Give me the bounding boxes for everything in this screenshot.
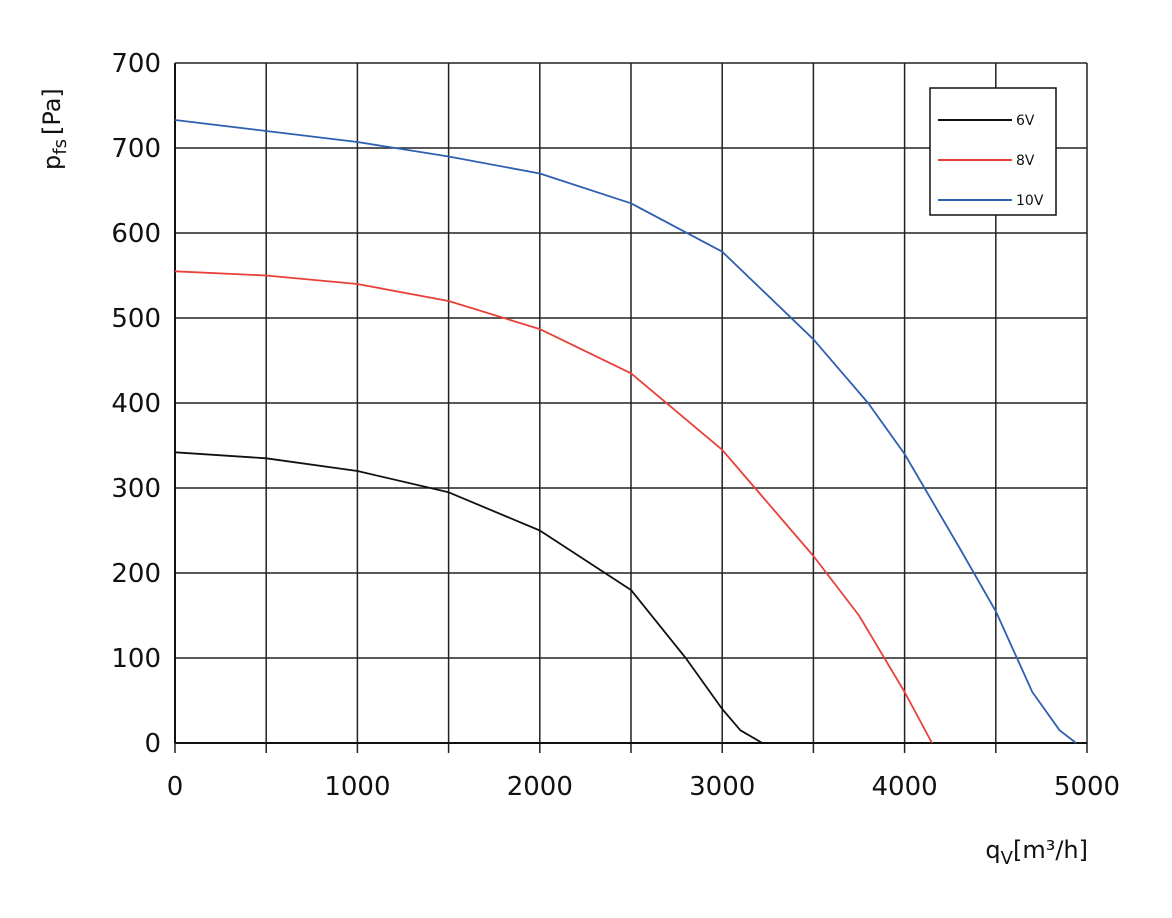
x-label-sub: V (1001, 848, 1014, 869)
y-tick-label: 300 (111, 474, 161, 504)
x-tick-label: 1000 (324, 772, 390, 802)
y-axis-label: pfs [Pa] (38, 88, 71, 170)
line-series (174, 119, 1077, 744)
y-tick-label: 600 (111, 219, 161, 249)
y-tick-label: 200 (111, 559, 161, 589)
legend-box (929, 87, 1057, 216)
x-tick-label: 3000 (689, 772, 755, 802)
y-tick-label: 400 (111, 389, 161, 419)
line-series (174, 270, 933, 744)
y-tick-label: 0 (144, 729, 161, 759)
legend-label: 8V (1016, 153, 1035, 169)
x-label-unit: [m³/h] (1013, 836, 1088, 864)
y-tick-label: 100 (111, 644, 161, 674)
y-label-sub: fs (50, 139, 71, 155)
legend-label: 10V (1016, 193, 1044, 209)
x-axis-label: qV[m³/h] (985, 836, 1088, 869)
y-tick-label: 700 (111, 134, 161, 164)
legend-label: 6V (1016, 113, 1035, 129)
y-tick-label: 500 (111, 304, 161, 334)
y-tick-label: 700 (111, 49, 161, 79)
x-tick-label: 4000 (872, 772, 938, 802)
x-tick-label: 0 (167, 772, 184, 802)
x-tick-label: 2000 (507, 772, 573, 802)
y-label-unit: [Pa] (38, 88, 66, 135)
legend: 6V 8V 10V (929, 87, 1057, 216)
y-label-symbol: p (38, 155, 66, 170)
x-label-symbol: q (985, 836, 1000, 864)
line-series (174, 451, 763, 744)
x-tick-label: 5000 (1054, 772, 1120, 802)
